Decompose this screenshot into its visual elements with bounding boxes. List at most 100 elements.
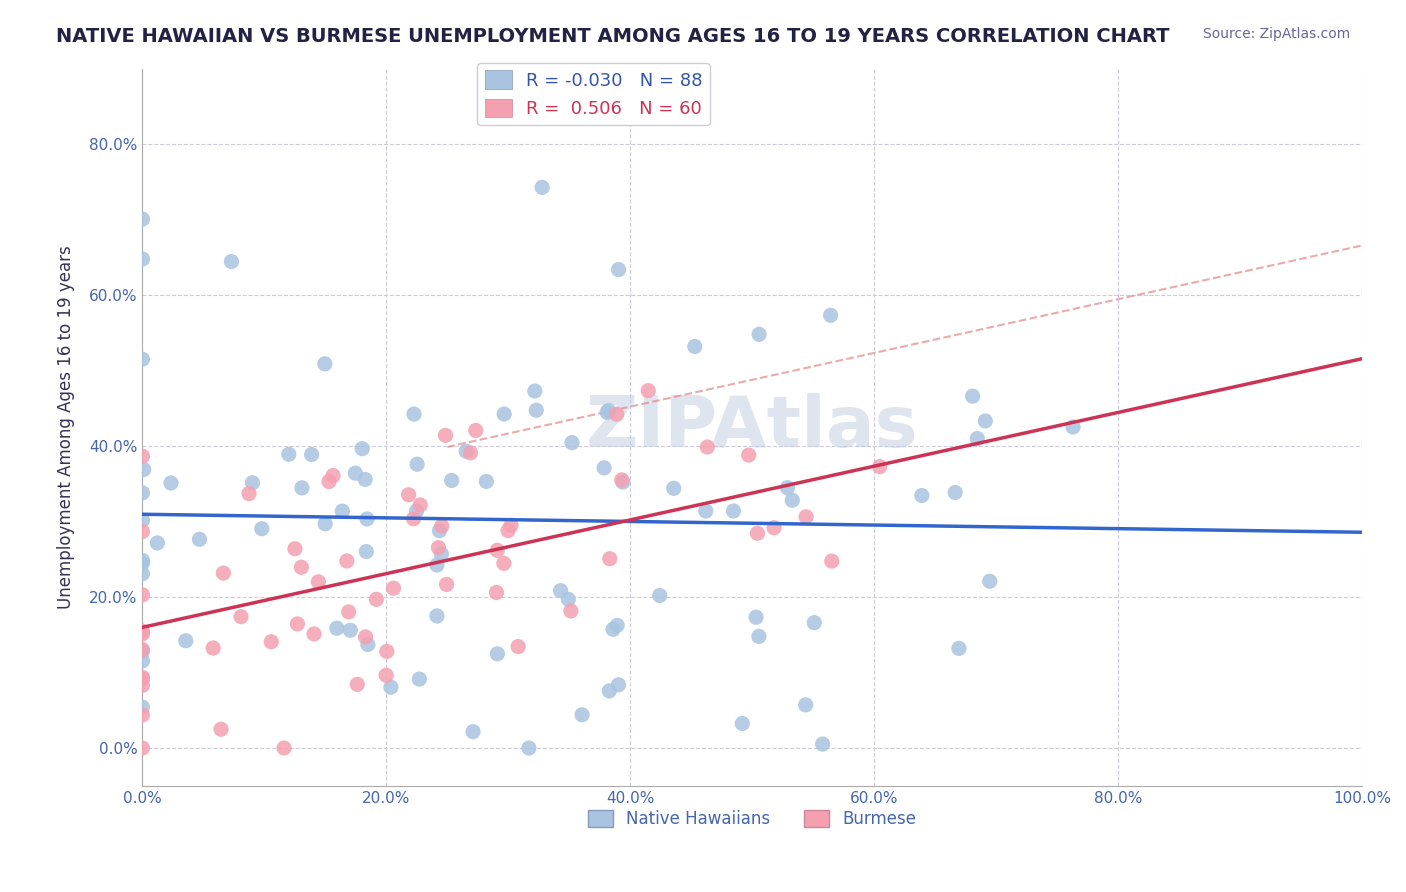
Point — [821, 554, 844, 568]
Point — [430, 547, 453, 561]
Text: Source: ZipAtlas.com: Source: ZipAtlas.com — [1202, 27, 1350, 41]
Point — [550, 583, 572, 598]
Point — [160, 475, 183, 490]
Point — [357, 638, 380, 652]
Point — [486, 543, 509, 558]
Point — [405, 504, 427, 518]
Point — [434, 428, 457, 442]
Point — [648, 589, 671, 603]
Point — [131, 654, 153, 668]
Point — [302, 627, 325, 641]
Point — [131, 486, 153, 500]
Point — [344, 466, 367, 480]
Point — [464, 424, 486, 438]
Point — [745, 610, 768, 624]
Point — [409, 498, 432, 512]
Point — [131, 588, 153, 602]
Point — [571, 707, 593, 722]
Point — [326, 621, 349, 635]
Point — [131, 644, 153, 658]
Point — [131, 352, 153, 367]
Point — [662, 481, 685, 495]
Point — [354, 630, 377, 644]
Point — [131, 553, 153, 567]
Point — [277, 447, 299, 461]
Point — [436, 577, 458, 591]
Point — [212, 566, 235, 580]
Point — [238, 486, 260, 500]
Point — [426, 609, 449, 624]
Point — [460, 446, 482, 460]
Point — [131, 707, 153, 722]
Point — [561, 435, 583, 450]
Point — [382, 581, 405, 595]
Point — [499, 518, 522, 533]
Point — [307, 574, 329, 589]
Point — [911, 489, 934, 503]
Point — [131, 513, 153, 527]
Point — [131, 672, 153, 686]
Point — [596, 405, 619, 419]
Point — [492, 556, 515, 570]
Point — [242, 475, 264, 490]
Point — [607, 678, 630, 692]
Point — [132, 462, 155, 476]
Point — [612, 475, 634, 489]
Point — [406, 457, 429, 471]
Point — [776, 481, 799, 495]
Point — [763, 521, 786, 535]
Point — [260, 634, 283, 648]
Point — [456, 444, 478, 458]
Text: NATIVE HAWAIIAN VS BURMESE UNEMPLOYMENT AMONG AGES 16 TO 19 YEARS CORRELATION CH: NATIVE HAWAIIAN VS BURMESE UNEMPLOYMENT … — [56, 27, 1170, 45]
Point — [747, 526, 769, 541]
Text: ZIPAtlas: ZIPAtlas — [586, 392, 918, 462]
Point — [202, 641, 225, 656]
Point — [962, 389, 984, 403]
Point — [356, 544, 378, 558]
Point — [869, 459, 891, 474]
Point — [426, 558, 449, 573]
Point — [131, 566, 153, 581]
Point — [943, 485, 966, 500]
Point — [337, 605, 360, 619]
Point — [731, 716, 754, 731]
Point — [723, 504, 745, 518]
Point — [356, 512, 378, 526]
Point — [748, 629, 770, 643]
Point — [131, 741, 153, 756]
Point — [375, 668, 398, 682]
Point — [366, 592, 388, 607]
Point — [811, 737, 834, 751]
Point — [229, 609, 252, 624]
Point — [352, 442, 374, 456]
Point — [402, 512, 425, 526]
Point — [696, 440, 718, 454]
Point — [780, 493, 803, 508]
Point — [188, 533, 211, 547]
Point — [440, 474, 463, 488]
Point — [820, 308, 842, 322]
Point — [380, 680, 402, 694]
Point — [354, 472, 377, 486]
Point — [637, 384, 659, 398]
Point — [209, 723, 232, 737]
Point — [486, 647, 509, 661]
Point — [974, 414, 997, 428]
Point — [174, 633, 197, 648]
Point — [290, 560, 312, 574]
Point — [131, 212, 153, 227]
Point — [461, 724, 484, 739]
Point — [524, 403, 547, 417]
Point — [131, 556, 153, 570]
Point — [273, 741, 295, 756]
Y-axis label: Unemployment Among Ages 16 to 19 years: Unemployment Among Ages 16 to 19 years — [58, 245, 75, 609]
Point — [346, 677, 368, 691]
Point — [475, 475, 498, 489]
Point — [966, 432, 988, 446]
Point — [557, 592, 579, 607]
Point — [301, 448, 323, 462]
Point — [322, 468, 344, 483]
Point — [131, 642, 153, 657]
Point — [748, 327, 770, 342]
Point — [979, 574, 1001, 589]
